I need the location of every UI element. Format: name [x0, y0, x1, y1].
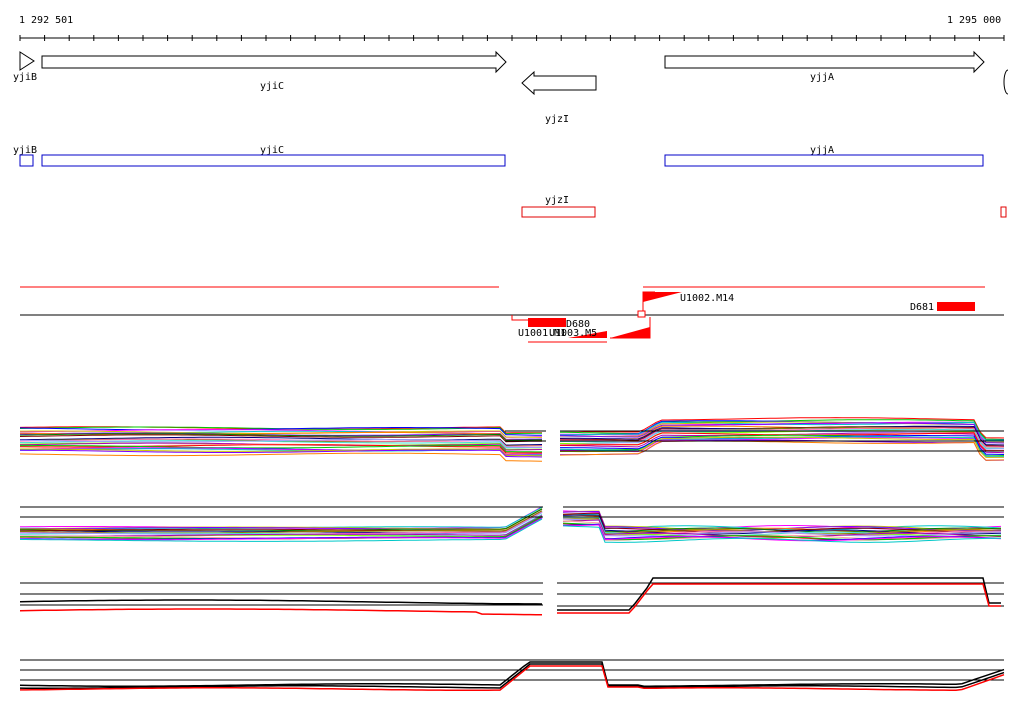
annotation-label-yjjA: yjjA: [810, 145, 834, 156]
feature-label-U1003: U1003.M5: [549, 328, 597, 339]
track2-right-line: [562, 518, 1001, 537]
gene-yjjA[interactable]: yjjA: [664, 50, 985, 83]
track2-left-line: [20, 518, 543, 542]
feature-marker-D680[interactable]: [528, 318, 566, 327]
feature-bracket-left: [511, 315, 528, 321]
feature-track: U1002.M14 D681 D680 U1001.M1 U1003.M5: [20, 286, 1004, 343]
expression-tracks: [19, 417, 1005, 691]
feature-label-D681: D681: [910, 302, 934, 313]
track1-left-line: [19, 439, 542, 448]
feature-marker-U1001[interactable]: [568, 331, 607, 338]
annotation-box-yjjA[interactable]: [664, 154, 984, 167]
feature-label-U1001: U1001.M1: [518, 328, 566, 339]
gene-yjiB[interactable]: yjiB: [13, 51, 37, 83]
track1-left-line: [19, 432, 543, 441]
track3-line-black: [19, 599, 543, 605]
track1-left-line: [19, 434, 543, 443]
annotation-label-yjiB: yjiB: [13, 145, 37, 156]
coordinate-ruler: 1 292 501 1 295 000: [19, 15, 1005, 41]
feature-label-D680: D680: [566, 319, 590, 330]
track4-line: [19, 661, 1005, 687]
gene-label-yjiB: yjiB: [13, 72, 37, 83]
track1-left-line: [20, 445, 542, 453]
annotation-box-yjiB[interactable]: [19, 154, 34, 167]
track2-right-line: [562, 524, 1002, 542]
track2-right-line: [562, 522, 1001, 541]
gene-yjzI[interactable]: yjzI: [521, 70, 597, 125]
annotation-box-edge: [1000, 206, 1007, 218]
track1-left-line: [19, 427, 543, 436]
annotation-label-yjzI: yjzI: [545, 195, 569, 206]
track4-line: [20, 665, 1005, 691]
track1-left-line: [19, 452, 543, 462]
track3-line-black: [557, 577, 1001, 611]
gene-label-yjiC: yjiC: [260, 81, 284, 92]
ruler-ticks: [19, 35, 1005, 41]
track2-right-line: [562, 519, 1002, 539]
annotation-label-yjiC: yjiC: [260, 145, 284, 156]
annotation-track: yjiB yjiC yjjA yjzI: [13, 145, 1007, 218]
track2-left-line: [19, 517, 543, 541]
feature-label-U1002: U1002.M14: [680, 293, 734, 304]
track1-right-line: [559, 422, 1005, 444]
track1-left-line: [19, 433, 542, 441]
track2-left-line: [20, 510, 543, 534]
annotation-box-yjzI[interactable]: [521, 206, 596, 218]
track3-line-red: [557, 583, 1001, 614]
track1-right-line: [559, 417, 1005, 439]
track2-right-line: [562, 525, 1001, 543]
track2-left-line: [20, 506, 543, 529]
track2-left-line: [20, 508, 543, 530]
gene-label-yjjA: yjjA: [810, 72, 834, 83]
gene-label-yjzI: yjzI: [545, 114, 569, 125]
feature-marker-U1003[interactable]: [610, 327, 650, 338]
track3-line-red: [19, 608, 542, 616]
feature-marker-D681[interactable]: [937, 302, 975, 311]
track1-left-line: [19, 444, 543, 454]
gene-fragment-edge: [1003, 69, 1009, 95]
track1-left-line: [19, 438, 543, 447]
track2-left-line: [19, 508, 543, 532]
track4-line: [19, 663, 1005, 689]
track1-left-line: [20, 429, 543, 438]
track1-left-line: [19, 449, 543, 458]
ruler-end-label: 1 295 000: [947, 15, 1001, 26]
feature-marker-U1002[interactable]: [643, 292, 682, 302]
gene-yjiC[interactable]: yjiC: [41, 50, 507, 92]
track2-left-line: [20, 506, 543, 530]
track1-right-line: [559, 440, 1005, 461]
annotation-box-yjiC[interactable]: [41, 154, 506, 167]
track1-left-line: [20, 448, 543, 457]
gene-track: yjiB yjiC yjzI yjjA: [13, 50, 1009, 125]
ruler-start-label: 1 292 501: [19, 15, 73, 26]
feature-small-box: [637, 310, 646, 318]
